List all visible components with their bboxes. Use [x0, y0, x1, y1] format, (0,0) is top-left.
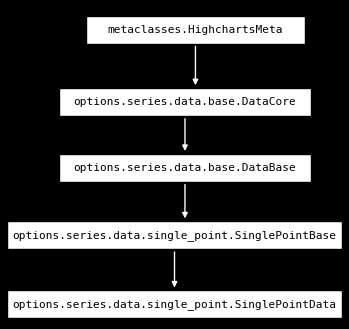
Text: options.series.data.base.DataBase: options.series.data.base.DataBase: [74, 163, 296, 173]
FancyBboxPatch shape: [7, 221, 342, 249]
FancyBboxPatch shape: [59, 88, 311, 116]
Text: options.series.data.single_point.SinglePointData: options.series.data.single_point.SingleP…: [13, 299, 336, 310]
FancyBboxPatch shape: [7, 291, 342, 318]
Text: options.series.data.base.DataCore: options.series.data.base.DataCore: [74, 97, 296, 107]
FancyBboxPatch shape: [86, 15, 305, 43]
FancyBboxPatch shape: [59, 154, 311, 182]
Text: options.series.data.single_point.SinglePointBase: options.series.data.single_point.SingleP…: [13, 230, 336, 241]
Text: metaclasses.HighchartsMeta: metaclasses.HighchartsMeta: [108, 25, 283, 35]
